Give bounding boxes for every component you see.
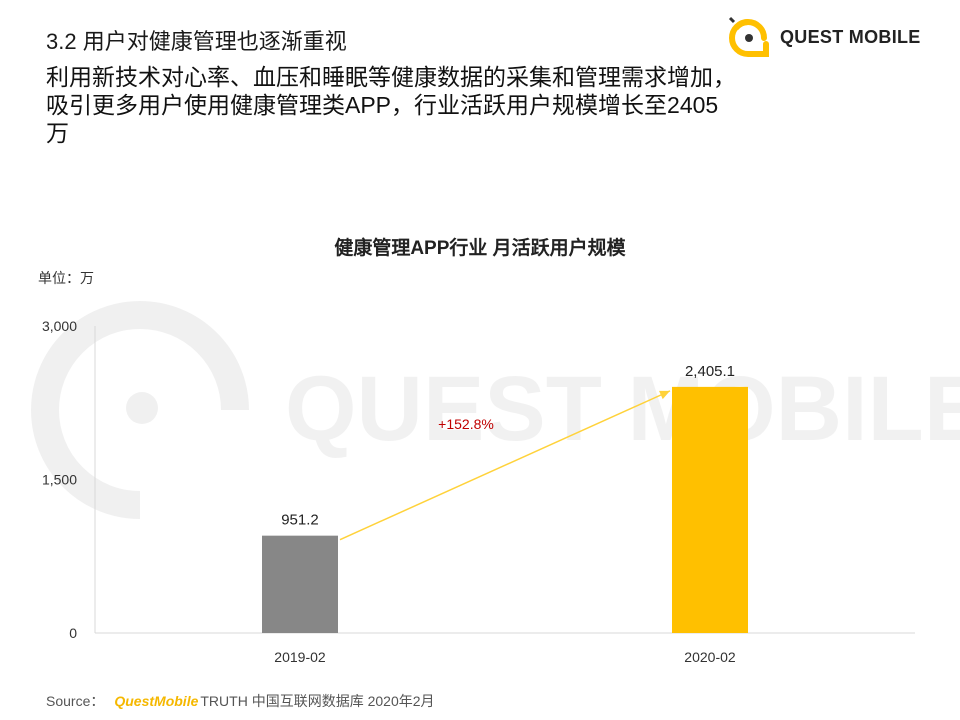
source-prefix: Source： — [46, 693, 105, 709]
section-title: 3.2 用户对健康管理也逐渐重视 — [46, 29, 347, 54]
y-tick-label: 0 — [69, 625, 77, 641]
data-label: 951.2 — [281, 512, 319, 529]
x-tick-label: 2020-02 — [684, 649, 736, 665]
y-tick-label: 1,500 — [42, 472, 77, 488]
page-headline: 利用新技术对心率、血压和睡眠等健康数据的采集和管理需求增加，吸引更多用户使用健康… — [46, 64, 736, 146]
questmobile-logo: QUEST MOBILE — [726, 14, 921, 60]
y-tick-label: 3,000 — [42, 318, 77, 334]
data-label: 2,405.1 — [685, 363, 735, 380]
logo-text: QUEST MOBILE — [780, 26, 921, 47]
source-text: TRUTH 中国互联网数据库 2020年2月 — [200, 693, 435, 709]
watermark-text: QUEST MOBILE — [285, 358, 960, 460]
watermark-ring — [31, 301, 249, 519]
growth-rate-label: +152.8% — [438, 416, 494, 432]
bar — [672, 386, 748, 633]
source-brand: QuestMobile — [114, 693, 199, 709]
growth-arrow-line — [339, 390, 671, 541]
source-note: Source： QuestMobile TRUTH 中国互联网数据库 2020年2月 — [46, 691, 435, 711]
chart-title: 健康管理APP行业 月活跃用户规模 — [334, 238, 626, 259]
questmobile-logo-icon — [728, 16, 769, 57]
growth-arrowhead — [659, 390, 670, 400]
bar — [262, 535, 338, 633]
unit-label: 单位：万 — [38, 270, 94, 286]
x-tick-label: 2019-02 — [274, 649, 326, 665]
